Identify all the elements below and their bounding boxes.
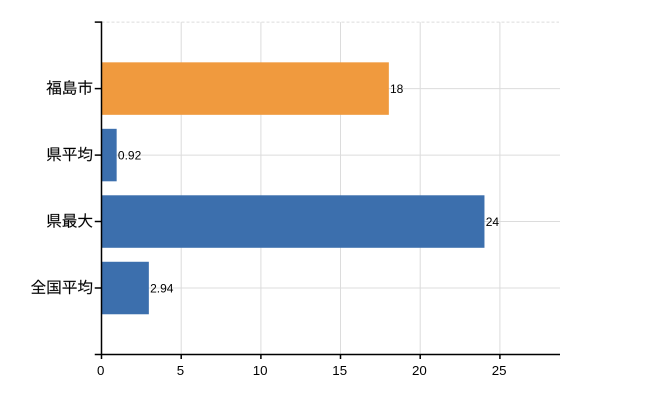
- svg-text:18: 18: [390, 82, 404, 96]
- svg-text:2.94: 2.94: [150, 282, 174, 296]
- svg-text:5: 5: [177, 363, 184, 378]
- svg-text:24: 24: [486, 215, 500, 229]
- svg-text:15: 15: [332, 363, 347, 378]
- svg-text:20: 20: [412, 363, 427, 378]
- svg-text:10: 10: [253, 363, 268, 378]
- svg-text:0: 0: [97, 363, 104, 378]
- svg-text:0.92: 0.92: [118, 149, 142, 163]
- svg-text:25: 25: [492, 363, 507, 378]
